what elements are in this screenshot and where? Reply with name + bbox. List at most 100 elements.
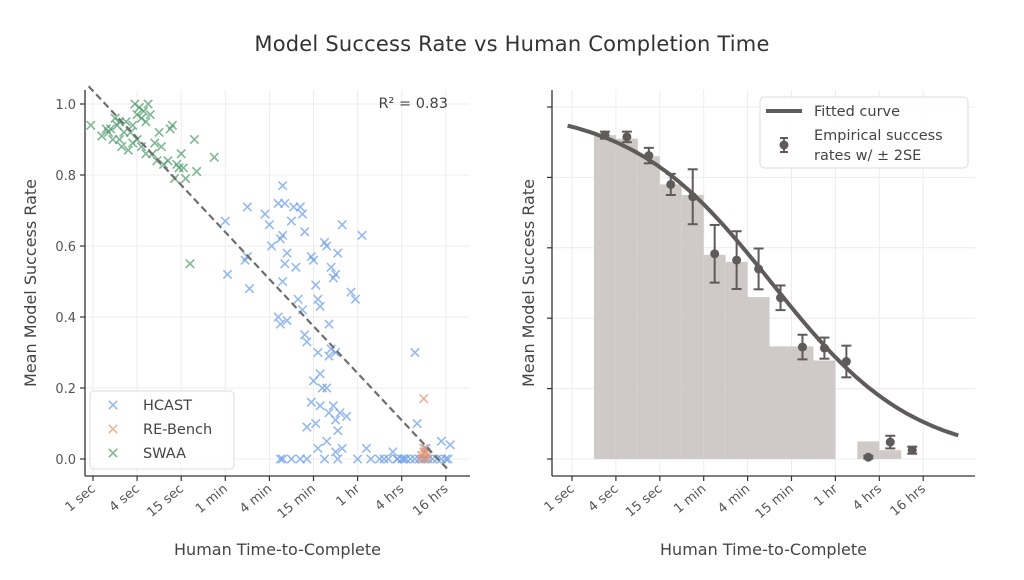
point-marker [797,342,807,352]
data-point [264,219,275,230]
data-point [149,138,160,148]
data-point [116,141,127,152]
marker-stroke [346,287,356,297]
data-point [277,230,288,241]
point-marker [600,130,610,140]
data-point [357,230,367,241]
marker-stroke [127,120,138,131]
marker-stroke [321,436,332,447]
data-point [105,124,116,134]
empirical-points [599,130,918,462]
histogram-bar [703,254,726,459]
legend-label: HCAST [143,398,192,414]
data-point [260,209,270,219]
marker-stroke [302,337,312,347]
data-point [388,447,398,457]
data-point [174,163,184,173]
marker-stroke [152,156,162,166]
data-point [332,425,343,436]
legend-label: RE-Bench [143,422,212,438]
data-point [324,351,334,361]
data-point [321,383,332,393]
marker-stroke [366,454,376,464]
marker-stroke [291,262,301,273]
x-tick-label: 16 hrs [888,481,929,519]
data-point [156,141,167,152]
data-point [337,443,347,454]
empirical-point [731,230,742,290]
data-point [308,376,319,386]
empirical-point [599,130,610,140]
marker-stroke [108,134,118,145]
marker-stroke [306,397,317,407]
marker-stroke [145,109,156,120]
marker-stroke [392,454,403,464]
data-point [176,148,186,159]
marker-stroke [324,351,334,361]
histogram-bar [593,135,616,459]
data-point [280,258,290,269]
point-marker [754,264,764,274]
marker-stroke [156,141,167,152]
legend-box [759,96,969,169]
point-marker [907,445,917,455]
marker-stroke [143,99,153,109]
data-point [302,422,312,432]
empirical-point [863,452,874,462]
marker-stroke [244,283,255,294]
y-tick-label: 0.0 [55,453,76,468]
marker-stroke [174,163,184,173]
legend-label-empirical-line2: rates w/ ± 2SE [814,148,921,164]
histogram [593,135,902,459]
histogram-bar [681,195,704,459]
data-point [361,443,372,454]
point-marker [622,132,632,142]
marker-stroke [286,454,297,464]
marker-stroke [357,230,367,241]
data-point [108,134,118,145]
data-point [302,337,312,347]
data-point [330,269,341,280]
histogram-bar [659,184,682,459]
marker-stroke [410,347,420,358]
marker-stroke [189,134,200,145]
data-point [321,436,332,447]
empirical-point [885,434,896,450]
marker-stroke [306,251,317,262]
data-point [167,120,178,131]
marker-stroke [321,383,332,393]
marker-stroke [308,376,319,386]
data-point [330,347,341,358]
marker-stroke [260,209,270,219]
marker-stroke [321,241,332,251]
point-marker [885,437,895,447]
histogram-bar [791,346,814,459]
data-point [143,99,153,109]
data-point [319,454,330,464]
data-point [366,454,376,464]
marker-stroke [319,237,330,248]
data-point [321,241,332,251]
y-axis-label: Mean Model Success Rate [519,179,538,387]
marker-stroke [266,241,277,251]
marker-stroke [313,443,323,454]
marker-stroke [277,276,288,287]
x-tick-label: 1 sec [63,482,99,516]
marker-stroke [297,209,308,219]
marker-stroke [141,116,151,127]
data-point [282,248,292,258]
marker-stroke [313,294,323,305]
data-point [416,454,427,464]
marker-stroke [324,408,334,418]
y-tick-label: 0.4 [55,311,76,326]
marker-stroke [172,159,182,170]
histogram-bar [615,138,638,459]
marker-stroke [275,454,286,464]
marker-stroke [330,347,341,358]
marker-stroke [105,124,116,134]
x-tick-label: 4 min [237,482,275,517]
marker-stroke [313,347,323,358]
x-axis-label: Human Time-to-Complete [174,540,381,559]
empirical-point [643,146,654,165]
data-point [374,454,385,464]
